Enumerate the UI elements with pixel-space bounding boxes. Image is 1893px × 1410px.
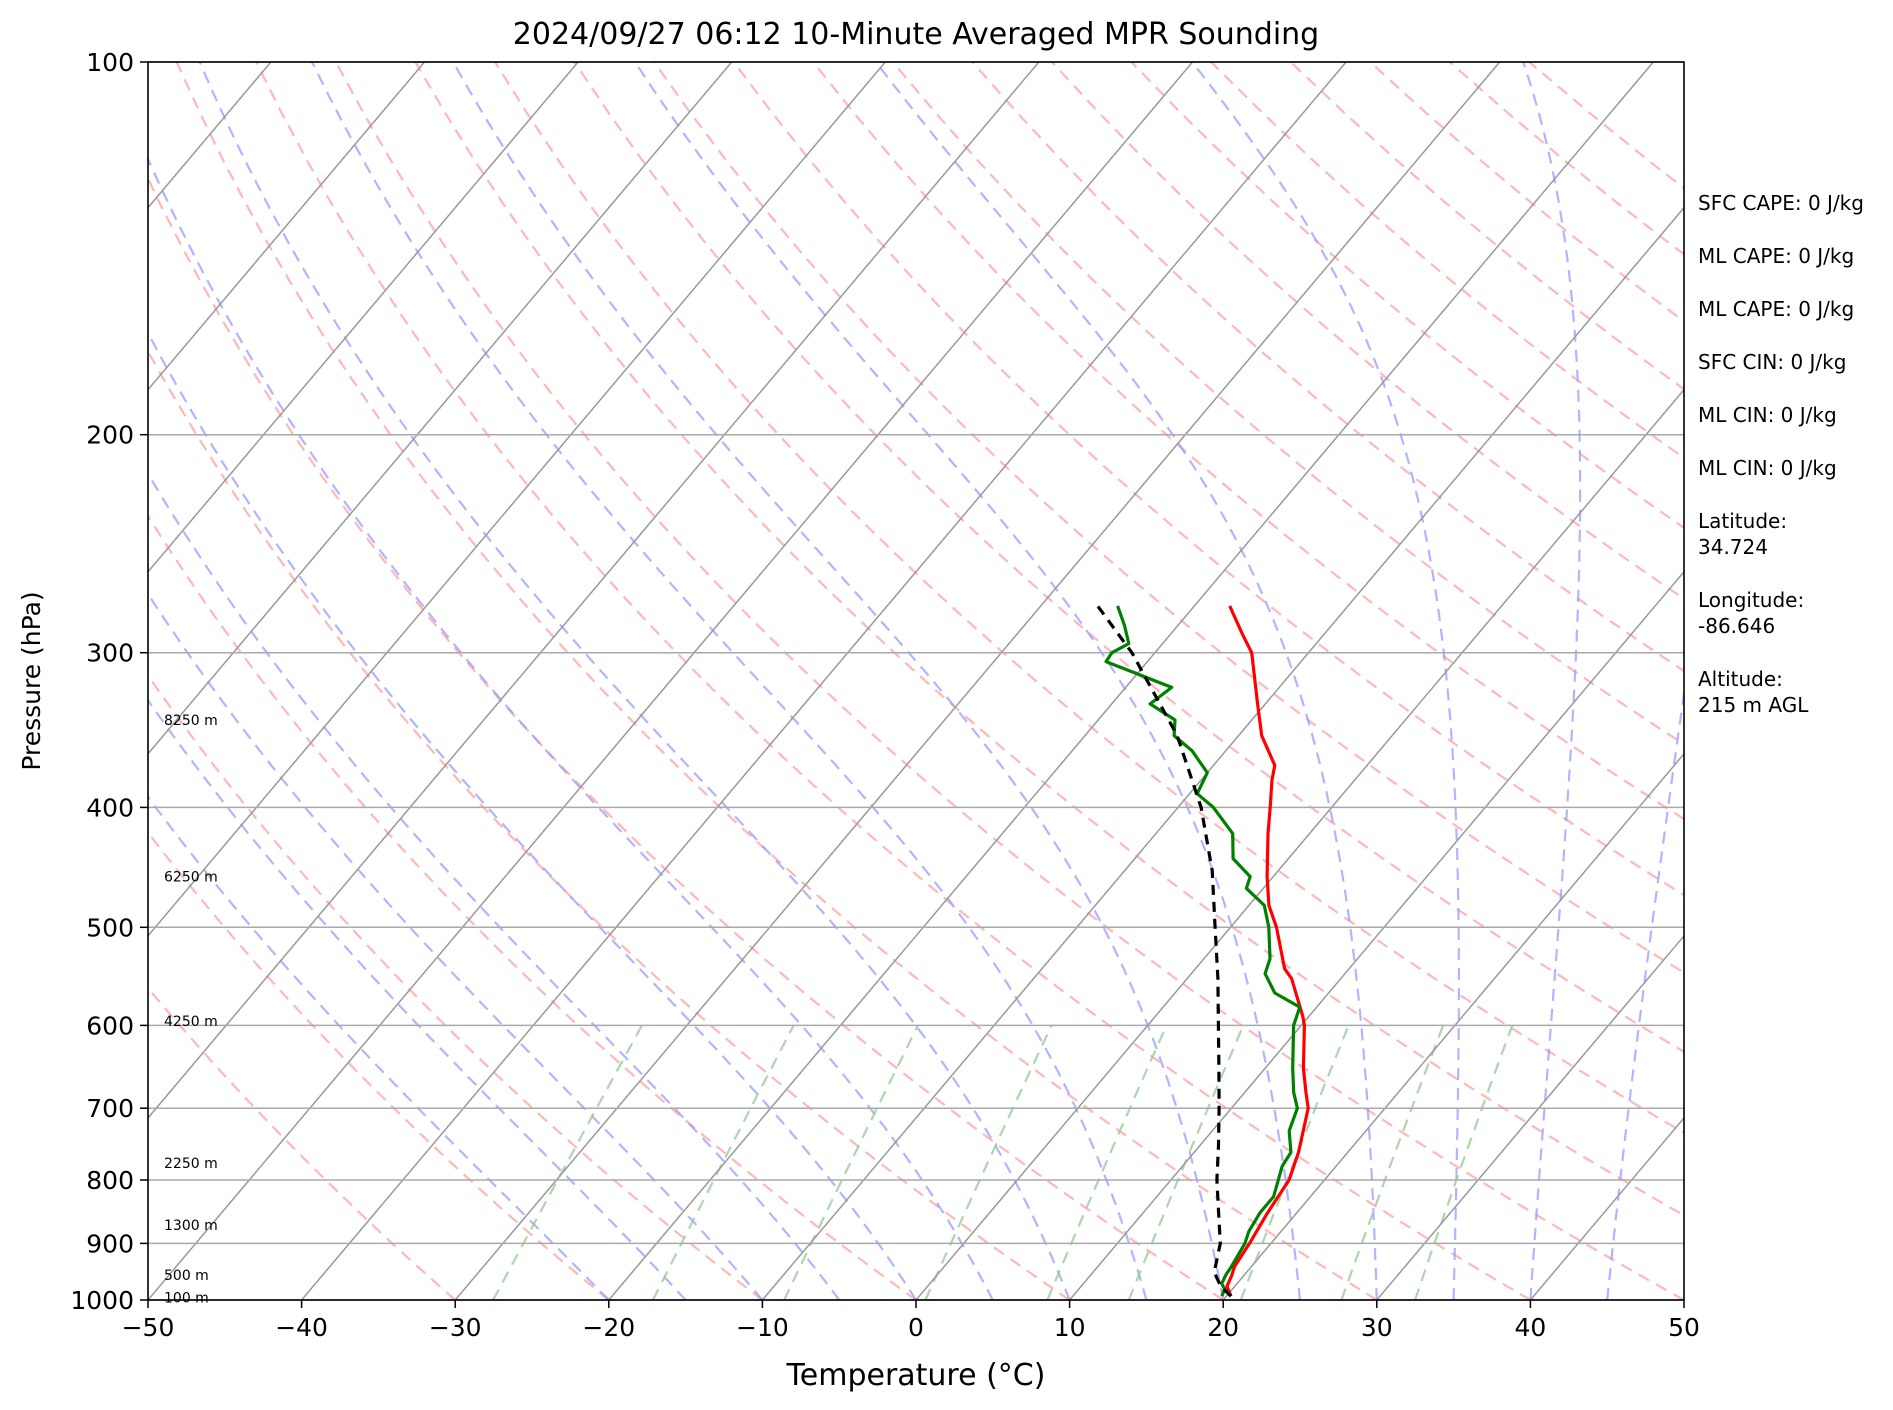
x-tick-label: 50 (1668, 1313, 1700, 1342)
height-label: 1300 m (164, 1218, 218, 1234)
y-tick-label: 800 (86, 1166, 134, 1195)
x-tick-label: −40 (275, 1313, 328, 1342)
height-label: 8250 m (164, 713, 218, 729)
x-axis-label: Temperature (°C) (786, 1358, 1046, 1393)
y-tick-label: 200 (86, 421, 134, 450)
info-entry: SFC CIN: 0 J/kg (1698, 350, 1846, 374)
chart-title: 2024/09/27 06:12 10-Minute Averaged MPR … (513, 17, 1319, 52)
height-label: 500 m (164, 1268, 209, 1284)
y-tick-label: 500 (86, 913, 134, 942)
height-label: 6250 m (164, 870, 218, 886)
y-tick-label: 1000 (70, 1286, 134, 1315)
info-entry: ML CAPE: 0 J/kg (1698, 297, 1854, 321)
x-tick-label: 30 (1361, 1313, 1393, 1342)
x-tick-label: 10 (1054, 1313, 1086, 1342)
x-tick-label: −20 (582, 1313, 635, 1342)
x-tick-label: −50 (122, 1313, 175, 1342)
y-tick-label: 900 (86, 1229, 134, 1258)
x-tick-label: −30 (429, 1313, 482, 1342)
x-tick-label: 20 (1207, 1313, 1239, 1342)
y-tick-label: 600 (86, 1011, 134, 1040)
x-tick-label: 40 (1514, 1313, 1546, 1342)
info-entry: ML CIN: 0 J/kg (1698, 403, 1837, 427)
info-entry: SFC CAPE: 0 J/kg (1698, 191, 1864, 215)
height-label: 4250 m (164, 1014, 218, 1030)
height-label: 100 m (164, 1290, 209, 1306)
height-label: 2250 m (164, 1156, 218, 1172)
y-tick-label: 100 (86, 48, 134, 77)
info-entry: ML CAPE: 0 J/kg (1698, 244, 1854, 268)
info-entry: ML CIN: 0 J/kg (1698, 456, 1837, 480)
y-tick-label: 300 (86, 639, 134, 668)
y-axis-label: Pressure (hPa) (17, 591, 46, 770)
y-tick-label: 400 (86, 793, 134, 822)
y-tick-label: 700 (86, 1094, 134, 1123)
x-tick-label: 0 (908, 1313, 924, 1342)
x-tick-label: −10 (736, 1313, 789, 1342)
